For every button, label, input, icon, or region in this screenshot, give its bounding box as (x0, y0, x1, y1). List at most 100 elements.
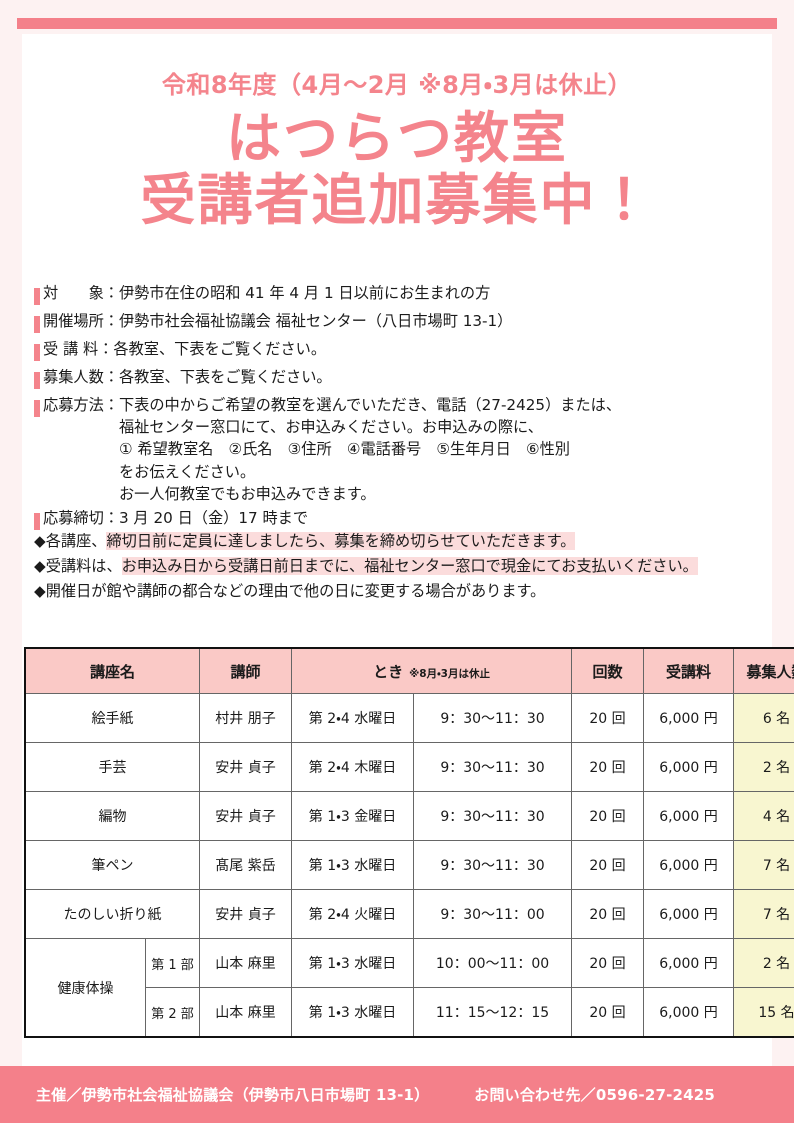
cell-day: 第 2・4 火曜日 (291, 889, 415, 939)
notes-list: ◆各講座、締切日前に定員に達しましたら、募集を締め切らせていただきます。 ◆受講… (34, 532, 772, 610)
info-row-deadline: 応募締切： 3 月 20 日（金）17 時まで (34, 509, 772, 531)
cell-part: 第 1 部 (144, 938, 201, 988)
cell-course-name: 絵手紙 (24, 693, 201, 743)
cell-teacher: 安井 貞子 (199, 791, 293, 841)
info-value-target: 伊勢市在住の昭和 41 年 4 月 1 日以前にお生まれの方 (118, 284, 491, 302)
cell-course-name-merged: 健康体操 (25, 938, 146, 1037)
info-howto-sub-4: お一人何教室でもお申込みできます。 (118, 484, 376, 503)
cell-day: 第 1・3 水曜日 (291, 938, 415, 988)
note-highlight-1: お申込み日から受講日前日までに、福祉センター窓口で現金にてお支払いください。 (121, 557, 698, 576)
cell-fee: 6,000 円 (643, 987, 735, 1037)
cell-day: 第 1・3 水曜日 (291, 840, 415, 890)
cell-fee: 6,000 円 (643, 889, 735, 939)
info-row-howto: 応募方法： 下表の中からご希望の教室を選んでいただき、電話（27-2425）また… (34, 396, 772, 503)
course-table-body: 絵手紙 村井 朋子 第 2・4 水曜日 9：30～11：30 20 回 6,00… (24, 693, 794, 1037)
col-header-capacity: 募集人数 (733, 648, 794, 694)
top-accent-bar (17, 18, 777, 29)
table-row: 手芸 安井 貞子 第 2・4 木曜日 9：30～11：30 20 回 6,000… (24, 742, 794, 792)
info-label-fee: 受 講 料： (43, 340, 114, 358)
note-row-payment: ◆受講料は、お申込み日から受講日前日までに、福祉センター窓口で現金にてお支払いく… (34, 557, 772, 576)
cell-part: 第 2 部 (144, 987, 201, 1037)
cell-teacher: 山本 麻里 (199, 987, 293, 1037)
diamond-icon: ◆ (34, 532, 46, 550)
footer-band: 主催／伊勢市社会福祉協議会（伊勢市八日市場町 13-1） お問い合わせ先／059… (0, 1066, 794, 1123)
info-row-capacity: 募集人数： 各教室、下表をご覧ください。 (34, 368, 772, 389)
note-row-deadline-full: ◆各講座、締切日前に定員に達しましたら、募集を締め切らせていただきます。 (34, 532, 772, 550)
col-header-name: 講座名 (24, 648, 201, 694)
footer-organizer: 主催／伊勢市社会福祉協議会（伊勢市八日市場町 13-1） (36, 1086, 430, 1104)
cell-capacity: 2 名 (733, 938, 794, 988)
info-value-fee: 各教室、下表をご覧ください。 (113, 340, 327, 358)
cell-course-name: たのしい折り紙 (24, 889, 201, 939)
bullet-bar-icon (34, 288, 40, 305)
info-howto-sub-2: ① 希望教室名 ②氏名 ③住所 ④電話番号 ⑤生年月日 ⑥性別 (118, 440, 570, 459)
bullet-bar-icon (34, 344, 40, 361)
course-table-head: 講座名 講師 とき ※8月・3月は休止 回数 受講料 募集人数 (24, 648, 794, 694)
note-highlight-0: 締切日前に定員に達しましたら、募集を締め切らせていただきます。 (106, 532, 576, 550)
info-label-capacity: 募集人数： (43, 368, 119, 386)
info-howto-sub-1: 福祉センター窓口にて、お申込みください。お申込みの際に、 (118, 418, 543, 437)
cell-count: 20 回 (571, 693, 645, 743)
col-header-when: とき ※8月・3月は休止 (291, 648, 573, 694)
cell-time: 9：30～11：30 (413, 742, 573, 792)
note-lead-1: 受講料は、 (45, 557, 122, 576)
cell-course-name: 筆ペン (24, 840, 201, 890)
diamond-icon: ◆ (34, 557, 46, 576)
headline-title-line2: 受講者追加募集中！ (140, 167, 654, 232)
info-label-deadline: 応募締切： (43, 509, 119, 528)
cell-time: 9：30～11：30 (413, 791, 573, 841)
note-lead-0: 各講座、 (45, 532, 107, 550)
info-howto-sub-3: をお伝えください。 (118, 462, 256, 481)
cell-teacher: 安井 貞子 (199, 742, 293, 792)
table-row: 第 2 部 山本 麻里 第 1・3 水曜日 11：15～12：15 20 回 6… (26, 987, 794, 1037)
cell-capacity: 15 名 (733, 987, 794, 1037)
table-row: 絵手紙 村井 朋子 第 2・4 水曜日 9：30～11：30 20 回 6,00… (24, 693, 794, 743)
cell-course-name: 手芸 (24, 742, 201, 792)
table-row: 編物 安井 貞子 第 1・3 金曜日 9：30～11：30 20 回 6,000… (24, 791, 794, 841)
cell-count: 20 回 (571, 889, 645, 939)
cell-count: 20 回 (571, 938, 645, 988)
cell-day: 第 1・3 水曜日 (291, 987, 415, 1037)
cell-capacity: 4 名 (733, 791, 794, 841)
diamond-icon: ◆ (34, 582, 46, 601)
note-lead-2: 開催日が館や講師の都合などの理由で他の日に変更する場合があります。 (45, 582, 546, 601)
bullet-bar-icon (34, 372, 40, 389)
info-value-howto: 下表の中からご希望の教室を選んでいただき、電話（27-2425）または、 福祉セ… (118, 396, 772, 503)
col-header-count: 回数 (571, 648, 645, 694)
cell-count: 20 回 (571, 742, 645, 792)
cell-time: 11：15～12：15 (413, 987, 573, 1037)
bullet-bar-icon (34, 316, 40, 333)
info-value-deadline: 3 月 20 日（金）17 時まで (118, 509, 309, 528)
col-header-fee: 受講料 (643, 648, 735, 694)
info-row-venue: 開催場所： 伊勢市社会福祉協議会 福祉センター（八日市場町 13-1） (34, 312, 772, 333)
course-table-wrapper: 講座名 講師 とき ※8月・3月は休止 回数 受講料 募集人数 絵手紙 村井 朋子 (23, 647, 794, 1038)
cell-fee: 6,000 円 (643, 693, 735, 743)
headline-title-line1: はつらつ教室 (225, 106, 568, 171)
headline-block: 令和8年度（4月～2月 ※8月・3月は休止） はつらつ教室 受講者追加募集中！ (22, 34, 772, 232)
cell-capacity: 7 名 (733, 840, 794, 890)
headline-kicker: 令和8年度（4月～2月 ※8月・3月は休止） (161, 71, 633, 99)
cell-time: 10：00～11：00 (413, 938, 573, 988)
note-row-schedule-change: ◆開催日が館や講師の都合などの理由で他の日に変更する場合があります。 (34, 584, 772, 599)
bullet-bar-icon (34, 513, 40, 531)
bullet-bar-icon (34, 400, 40, 417)
footer-contact: お問い合わせ先／0596-27-2425 (474, 1086, 716, 1104)
cell-teacher: 山本 麻里 (199, 938, 293, 988)
footer-text: 主催／伊勢市社会福祉協議会（伊勢市八日市場町 13-1） お問い合わせ先／059… (0, 1084, 715, 1105)
cell-capacity: 2 名 (733, 742, 794, 792)
cell-fee: 6,000 円 (643, 742, 735, 792)
table-header-row: 講座名 講師 とき ※8月・3月は休止 回数 受講料 募集人数 (24, 648, 794, 694)
info-row-target: 対 象： 伊勢市在住の昭和 41 年 4 月 1 日以前にお生まれの方 (34, 284, 772, 305)
info-label-venue: 開催場所： (43, 312, 119, 330)
cell-teacher: 髙尾 紫岳 (199, 840, 293, 890)
table-row: 健康体操 第 1 部 山本 麻里 第 1・3 水曜日 10：00～11：00 2… (25, 938, 794, 1037)
info-list: 対 象： 伊勢市在住の昭和 41 年 4 月 1 日以前にお生まれの方 開催場所… (34, 284, 772, 539)
info-howto-main: 下表の中からご希望の教室を選んでいただき、電話（27-2425）または、 (118, 396, 622, 414)
info-value-venue: 伊勢市社会福祉協議会 福祉センター（八日市場町 13-1） (118, 312, 513, 330)
cell-day: 第 2・4 水曜日 (291, 693, 415, 743)
cell-fee: 6,000 円 (643, 938, 735, 988)
col-header-when-label: とき (373, 662, 404, 681)
content-canvas: 令和8年度（4月～2月 ※8月・3月は休止） はつらつ教室 受講者追加募集中！ … (22, 34, 794, 1066)
col-header-when-note: ※8月・3月は休止 (409, 667, 490, 680)
